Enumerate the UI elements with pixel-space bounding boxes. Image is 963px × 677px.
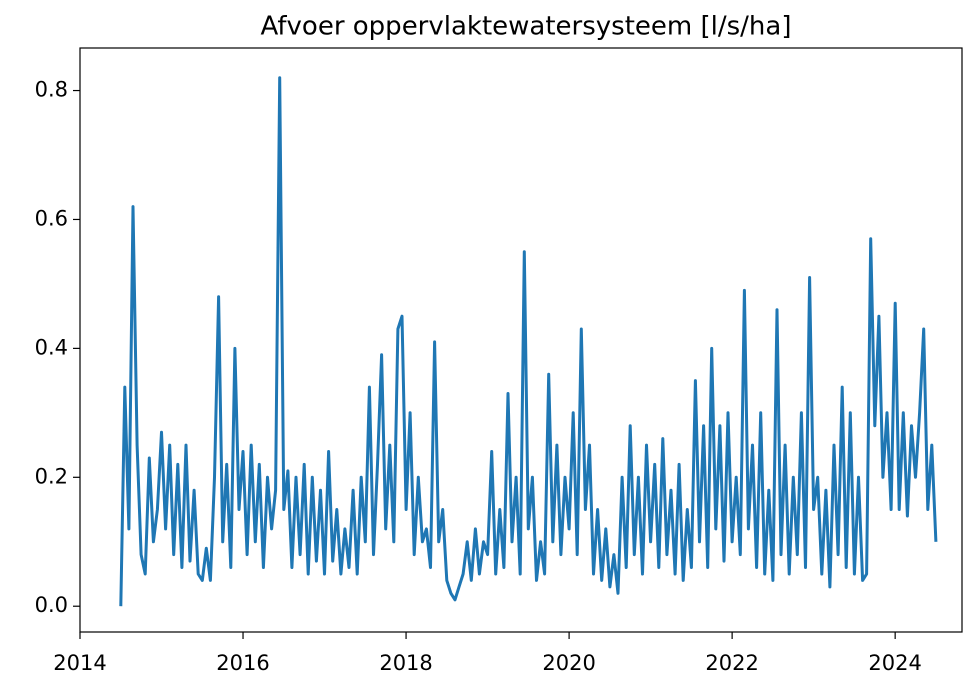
data-line xyxy=(119,76,938,607)
y-tick-label: 0.4 xyxy=(35,335,68,359)
chart-title: Afvoer oppervlaktewatersysteem [l/s/ha] xyxy=(261,12,792,42)
x-tick-label: 2016 xyxy=(216,651,269,675)
x-tick-label: 2022 xyxy=(705,651,758,675)
y-tick-label: 0.8 xyxy=(35,78,68,102)
x-tick-label: 2018 xyxy=(379,651,432,675)
x-tick-label: 2024 xyxy=(868,651,921,675)
x-tick-label: 2014 xyxy=(53,651,106,675)
y-tick-label: 0.2 xyxy=(35,464,68,488)
x-tick-label: 2020 xyxy=(542,651,595,675)
y-tick-label: 0.6 xyxy=(35,206,68,230)
y-tick-label: 0.0 xyxy=(35,593,68,617)
axes-frame xyxy=(79,47,963,633)
